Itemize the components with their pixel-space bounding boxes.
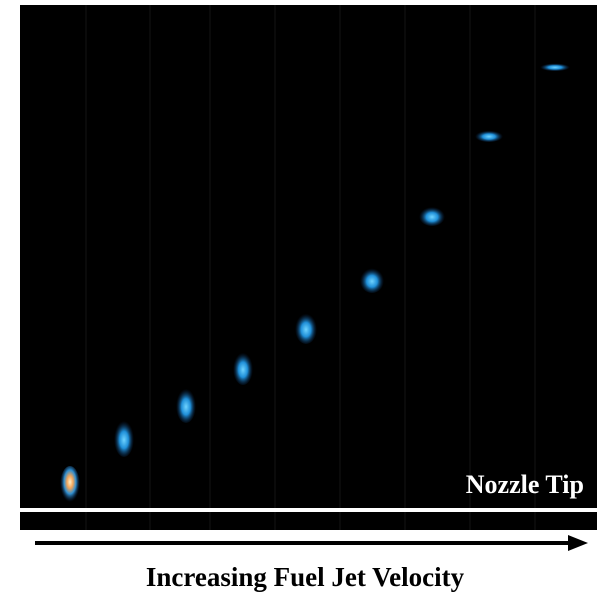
photo-background bbox=[20, 5, 597, 530]
nozzle-line bbox=[20, 508, 597, 512]
axis-label: Increasing Fuel Jet Velocity bbox=[146, 562, 465, 592]
flames bbox=[60, 63, 570, 506]
arrow-head bbox=[568, 535, 588, 551]
nozzle-label: Nozzle Tip bbox=[466, 470, 584, 499]
panel-dividers bbox=[85, 5, 536, 530]
